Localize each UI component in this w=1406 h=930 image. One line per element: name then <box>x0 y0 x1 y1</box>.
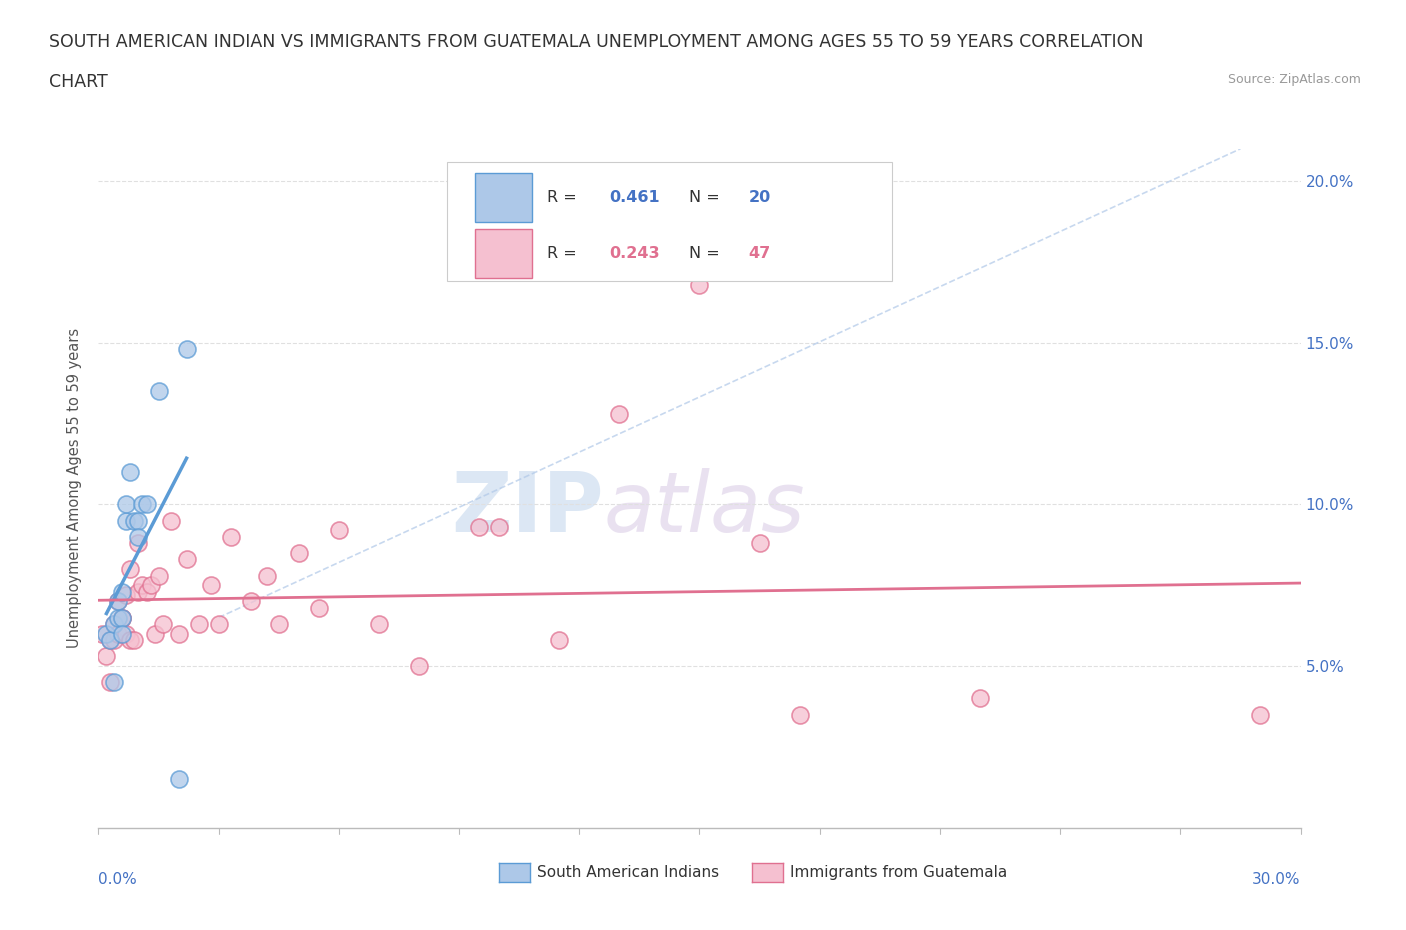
Point <box>148 568 170 583</box>
Point <box>128 584 150 599</box>
Point <box>107 594 129 609</box>
Text: 20: 20 <box>749 190 770 205</box>
Point <box>308 601 330 616</box>
Point <box>408 658 430 673</box>
FancyBboxPatch shape <box>475 229 533 277</box>
Text: N =: N = <box>689 190 724 205</box>
Point <box>167 626 190 641</box>
Point <box>115 497 138 512</box>
Point <box>124 632 146 647</box>
Point <box>208 617 231 631</box>
Point <box>187 617 209 631</box>
Point <box>111 610 134 625</box>
Point <box>219 529 242 544</box>
Point <box>103 632 125 647</box>
Point <box>124 513 146 528</box>
Point <box>131 497 153 512</box>
Point <box>167 772 190 787</box>
Point <box>328 523 350 538</box>
Point <box>789 707 811 722</box>
Y-axis label: Unemployment Among Ages 55 to 59 years: Unemployment Among Ages 55 to 59 years <box>67 328 83 648</box>
Point <box>103 617 125 631</box>
Text: South American Indians: South American Indians <box>537 865 720 880</box>
Text: Source: ZipAtlas.com: Source: ZipAtlas.com <box>1227 73 1361 86</box>
Point <box>96 649 118 664</box>
Point <box>176 342 198 357</box>
Point <box>120 562 142 577</box>
Point <box>115 588 138 603</box>
Point <box>111 584 134 599</box>
Point <box>468 520 491 535</box>
Text: 0.0%: 0.0% <box>98 871 138 887</box>
Point <box>200 578 222 592</box>
Point <box>111 610 134 625</box>
Point <box>748 536 770 551</box>
FancyBboxPatch shape <box>475 173 533 221</box>
Point <box>100 632 122 647</box>
Point <box>135 497 157 512</box>
Point <box>135 584 157 599</box>
Point <box>115 626 138 641</box>
Point <box>91 626 114 641</box>
FancyBboxPatch shape <box>447 163 891 281</box>
Point <box>609 406 631 421</box>
Point <box>256 568 278 583</box>
Point <box>100 632 122 647</box>
Point <box>128 513 150 528</box>
Point <box>115 513 138 528</box>
Point <box>107 610 129 625</box>
Point <box>111 610 134 625</box>
Point <box>120 465 142 480</box>
Point <box>288 546 311 561</box>
Text: Immigrants from Guatemala: Immigrants from Guatemala <box>790 865 1008 880</box>
Point <box>148 384 170 399</box>
Text: N =: N = <box>689 246 724 260</box>
Point <box>1250 707 1272 722</box>
Point <box>107 626 129 641</box>
Text: R =: R = <box>547 190 582 205</box>
Point <box>107 594 129 609</box>
Text: ZIP: ZIP <box>451 468 603 549</box>
Point <box>128 536 150 551</box>
Point <box>176 551 198 566</box>
Point <box>96 626 118 641</box>
Point <box>152 617 174 631</box>
Point <box>267 617 290 631</box>
Point <box>103 617 125 631</box>
Point <box>139 578 162 592</box>
Point <box>368 617 391 631</box>
Point <box>111 626 134 641</box>
Point <box>689 277 711 292</box>
Point <box>239 594 262 609</box>
Point <box>159 513 181 528</box>
Point <box>120 632 142 647</box>
Text: 30.0%: 30.0% <box>1253 871 1301 887</box>
Point <box>128 529 150 544</box>
Text: 0.461: 0.461 <box>609 190 659 205</box>
Point <box>100 675 122 690</box>
Point <box>548 632 571 647</box>
Point <box>143 626 166 641</box>
Point <box>103 675 125 690</box>
Point <box>131 578 153 592</box>
Point <box>488 520 510 535</box>
Text: R =: R = <box>547 246 582 260</box>
Point <box>969 691 991 706</box>
Text: CHART: CHART <box>49 73 108 90</box>
Text: SOUTH AMERICAN INDIAN VS IMMIGRANTS FROM GUATEMALA UNEMPLOYMENT AMONG AGES 55 TO: SOUTH AMERICAN INDIAN VS IMMIGRANTS FROM… <box>49 33 1143 50</box>
Text: 0.243: 0.243 <box>609 246 659 260</box>
Text: atlas: atlas <box>603 468 806 549</box>
Text: 47: 47 <box>749 246 770 260</box>
